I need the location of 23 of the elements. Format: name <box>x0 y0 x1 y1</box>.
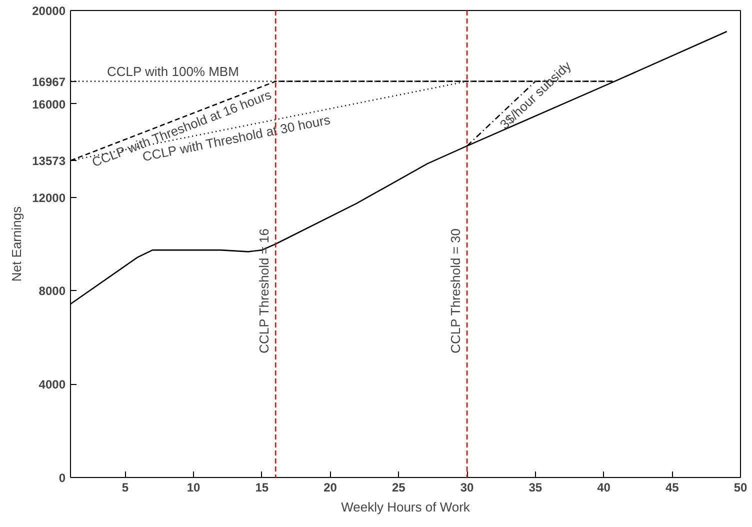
x-tick-label: 35 <box>528 480 542 494</box>
x-tick-label: 15 <box>255 480 269 494</box>
y-tick-label: 16000 <box>32 97 66 112</box>
x-tick-label: 45 <box>665 480 680 494</box>
x-tick-label: 40 <box>597 480 611 494</box>
y-tick-label: 0 <box>58 471 66 485</box>
x-tick-label: 25 <box>392 480 406 494</box>
y-tick-label: 20000 <box>32 4 66 18</box>
x-tick-label: 50 <box>734 480 748 494</box>
x-tick-label: 5 <box>122 480 129 494</box>
x-tick-label: 10 <box>186 480 201 494</box>
y-axis-title: Net Earnings <box>9 206 24 282</box>
x-axis-title: Weekly Hours of Work <box>341 500 470 514</box>
y-tick-label: 12000 <box>32 190 66 205</box>
ref-line-label: CCLP Threshold = 30 <box>448 228 464 354</box>
y-tick-label: 4000 <box>38 378 66 392</box>
annotation: CCLP with 100% MBM <box>106 64 239 79</box>
ref-line-label: CCLP Threshold = 16 <box>256 228 272 354</box>
y-tick-label: 8000 <box>38 284 66 298</box>
x-tick-label: 20 <box>324 480 338 494</box>
y-tick-label: 13573 <box>32 154 66 168</box>
y-tick-label: 16967 <box>32 74 66 89</box>
x-tick-label: 30 <box>460 480 474 494</box>
